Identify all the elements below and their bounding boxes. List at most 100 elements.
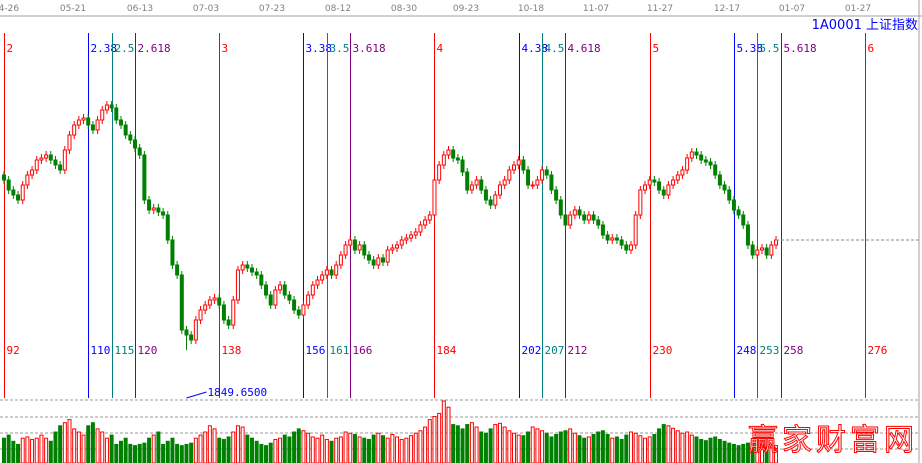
- volume-bar: [694, 436, 699, 463]
- volume-bar: [390, 433, 395, 463]
- volume-bar: [409, 435, 414, 463]
- volume-bar: [568, 428, 573, 463]
- volume-bar: [147, 437, 152, 463]
- volume-bar: [348, 432, 353, 463]
- volume-bar: [441, 400, 446, 463]
- volume-bar: [549, 436, 554, 463]
- volume-bar: [104, 437, 109, 463]
- volume-bar: [474, 426, 479, 463]
- volume-bar: [633, 432, 638, 463]
- candle-body: [390, 247, 395, 251]
- volume-bar: [699, 438, 704, 463]
- fib-bar-label: 110: [91, 344, 111, 357]
- candle-body: [605, 234, 610, 241]
- fib-bar-label: 276: [868, 344, 888, 357]
- fib-ratio-label: 3.38: [306, 42, 333, 55]
- candle-body: [72, 124, 77, 136]
- x-tick-label: 06-13: [127, 4, 153, 14]
- chart-title: 1A0001 上证指数: [811, 18, 918, 33]
- volume-bar: [357, 436, 362, 463]
- candle-body: [633, 214, 638, 246]
- volume-bar: [203, 431, 208, 463]
- candle-body: [137, 147, 142, 156]
- volume-bar: [58, 425, 63, 463]
- candle-body: [717, 174, 722, 186]
- volume-bar: [114, 443, 119, 463]
- volume-bar: [170, 437, 175, 463]
- volume-bar: [109, 434, 114, 463]
- candle-body: [329, 269, 334, 276]
- candle-body: [362, 244, 367, 256]
- candle-body: [175, 264, 180, 276]
- volume-bar: [675, 430, 680, 463]
- candle-body: [427, 214, 432, 221]
- volume-bar: [334, 437, 339, 463]
- candle-body: [750, 244, 755, 256]
- volume-bar: [507, 430, 512, 463]
- candle-body: [254, 271, 259, 276]
- volume-bar: [717, 438, 722, 463]
- candle-body: [348, 239, 353, 246]
- candle-body: [418, 224, 423, 233]
- volume-bar: [212, 428, 217, 463]
- low-annotation-pointer: [186, 391, 207, 399]
- candle-body: [226, 319, 231, 326]
- candle-body: [133, 139, 138, 149]
- candle-body: [530, 184, 535, 187]
- candle-body: [151, 207, 156, 211]
- fib-ratio-label: 4.38: [522, 42, 549, 55]
- candle-body: [193, 319, 198, 341]
- volume-bar: [516, 434, 521, 463]
- volume-bar: [362, 437, 367, 463]
- candle-body: [600, 224, 605, 236]
- volume-bar: [563, 430, 568, 463]
- candle-body: [512, 164, 517, 171]
- candle-body: [409, 234, 414, 239]
- candle-body: [198, 309, 203, 321]
- volume-bar: [610, 437, 615, 463]
- candle-body: [273, 289, 278, 306]
- volume-bar: [605, 433, 610, 463]
- volume-bar: [282, 434, 287, 463]
- x-tick-label: 01-07: [779, 4, 805, 14]
- volume-bar: [320, 434, 325, 463]
- candle-body: [497, 184, 502, 196]
- volume-bar: [708, 437, 713, 463]
- volume-bar: [207, 425, 212, 463]
- volume-bar: [72, 428, 77, 463]
- volume-bar: [44, 437, 49, 463]
- fib-bar-label: 184: [437, 344, 457, 357]
- candle-body: [685, 157, 690, 171]
- candle-body: [572, 209, 577, 216]
- candle-body: [483, 189, 488, 201]
- candle-body: [11, 189, 16, 196]
- candle-body: [338, 254, 343, 266]
- volume-bar: [713, 436, 718, 463]
- volume-bar: [741, 443, 746, 463]
- x-tick-label: 07-23: [259, 4, 285, 14]
- volume-bar: [100, 431, 105, 463]
- candle-body: [689, 151, 694, 159]
- candle-body: [231, 299, 236, 326]
- volume-bar: [67, 419, 72, 463]
- fib-ratio-label: 5.618: [784, 42, 817, 55]
- volume-bar: [142, 442, 147, 463]
- candle-body: [469, 184, 474, 191]
- volume-bar: [722, 440, 727, 463]
- volume-bar: [366, 438, 371, 463]
- volume-bar: [535, 428, 540, 463]
- volume-bar: [193, 437, 198, 463]
- volume-bar: [619, 438, 624, 463]
- volume-bar: [703, 440, 708, 463]
- candle-body: [755, 249, 760, 256]
- fib-bar-label: 212: [568, 344, 588, 357]
- candle-body: [165, 214, 170, 241]
- volume-bar: [231, 431, 236, 463]
- candle-body: [741, 214, 746, 226]
- fib-bar-label: 92: [7, 344, 20, 357]
- fib-ratio-label: 2.38: [91, 42, 118, 55]
- volume-bar: [310, 436, 315, 463]
- x-tick-label: 09-23: [453, 4, 479, 14]
- candle-body: [2, 174, 6, 181]
- volume-bar: [95, 428, 100, 463]
